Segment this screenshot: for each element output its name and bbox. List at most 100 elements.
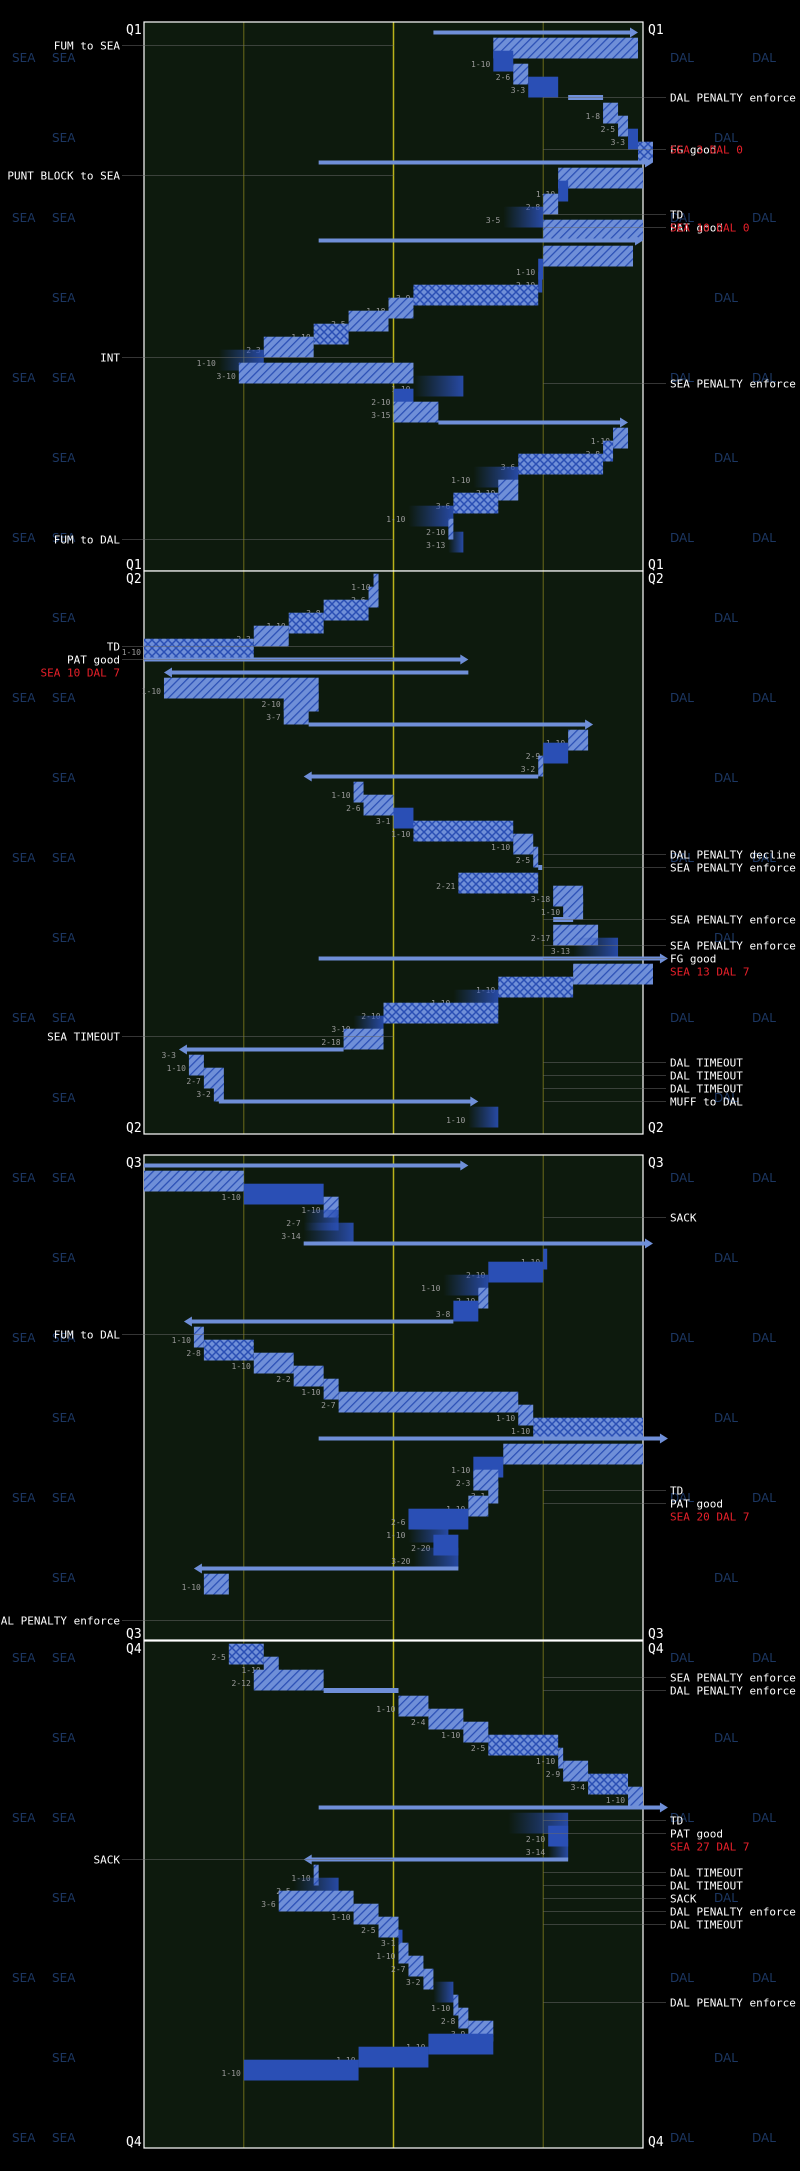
team-watermark: DAL <box>752 1171 776 1185</box>
team-watermark: DAL <box>670 691 694 705</box>
play-bar <box>488 1734 559 1756</box>
play-bar <box>358 2046 429 2068</box>
down-distance-label: 1-10 <box>376 1952 395 1961</box>
down-distance-label: 1-10 <box>386 515 405 524</box>
quarter-label: Q4 <box>126 2135 142 2150</box>
team-watermark: SEA <box>52 1491 76 1505</box>
right-annotation: PAT good <box>670 1828 723 1841</box>
right-annotation: SEA PENALTY enforce <box>670 940 796 953</box>
team-watermark: DAL <box>752 531 776 545</box>
right-annotation: SEA 10 DAL 0 <box>670 222 749 235</box>
down-distance-label: 3-10 <box>217 372 236 381</box>
play-bar <box>263 336 314 358</box>
team-watermark: SEA <box>52 1171 76 1185</box>
play-arrowhead <box>585 719 594 730</box>
right-annotation: SEA PENALTY enforce <box>670 862 796 875</box>
down-distance-label: 2-21 <box>436 882 455 891</box>
down-distance-label: 1-8 <box>586 112 601 121</box>
play-bar <box>573 963 653 985</box>
play-bar <box>408 505 454 527</box>
play-bar <box>393 401 439 423</box>
team-watermark: DAL <box>670 2131 694 2145</box>
quarter-label: Q2 <box>126 572 142 587</box>
team-watermark: SEA <box>52 2051 76 2065</box>
play-bar <box>563 1760 589 1782</box>
team-watermark: DAL <box>714 2051 738 2065</box>
play-bar <box>343 1028 384 1050</box>
down-distance-label: 2-9 <box>546 1770 561 1779</box>
team-watermark: SEA <box>12 1491 36 1505</box>
play-bar <box>144 638 254 660</box>
team-watermark: DAL <box>670 1331 694 1345</box>
down-distance-label: 3-3 <box>611 138 626 147</box>
team-watermark: SEA <box>52 531 76 545</box>
team-watermark: SEA <box>52 1651 76 1665</box>
play-bar <box>163 677 319 699</box>
play-bar <box>638 141 653 163</box>
play-bar <box>323 599 369 621</box>
team-watermark: SEA <box>52 1251 76 1265</box>
down-distance-label: 1-10 <box>496 1414 515 1423</box>
team-watermark: DAL <box>670 1171 694 1185</box>
right-annotation: FG good <box>670 144 716 157</box>
down-distance-label: 1-10 <box>167 1064 186 1073</box>
left-annotation: DAL PENALTY enforce <box>0 1615 120 1628</box>
team-watermark: SEA <box>12 1971 36 1985</box>
right-annotation: DAL PENALTY enforce <box>670 1685 796 1698</box>
quarter-label: Q3 <box>648 1156 664 1171</box>
down-distance-label: 3-2 <box>196 1090 211 1099</box>
play-bar <box>423 1968 434 1990</box>
play-arrowhead <box>659 1802 668 1813</box>
play-bar <box>243 2059 359 2081</box>
down-distance-label: 3-1 <box>376 817 391 826</box>
play-bar <box>368 586 379 608</box>
team-watermark: SEA <box>12 851 36 865</box>
team-watermark: SEA <box>12 211 36 225</box>
down-distance-label: 2-5 <box>471 1744 486 1753</box>
play-bar <box>543 193 559 215</box>
play-bar <box>543 1248 548 1270</box>
play-bar <box>313 1864 319 1886</box>
team-watermark: DAL <box>714 451 738 465</box>
play-bar <box>488 1261 544 1283</box>
play-arrowhead <box>644 1238 653 1249</box>
quarter-label: Q1 <box>126 558 142 573</box>
down-distance-label: 2-10 <box>261 700 280 709</box>
down-distance-label: 1-10 <box>331 791 350 800</box>
play-bar <box>618 115 629 137</box>
play-bar <box>513 63 529 85</box>
team-watermark: DAL <box>670 1491 694 1505</box>
team-watermark: SEA <box>52 1331 76 1345</box>
play-bar <box>428 1708 464 1730</box>
play-bar <box>393 807 414 829</box>
play-bar <box>568 729 589 751</box>
play-bar <box>288 612 324 634</box>
down-distance-label: 1-10 <box>536 1757 555 1766</box>
play-bar <box>493 37 639 59</box>
down-distance-label: 1-10 <box>376 1705 395 1714</box>
down-distance-label: 3-14 <box>281 1232 300 1241</box>
team-watermark: DAL <box>670 211 694 225</box>
play-bar <box>448 518 454 540</box>
right-annotation: DAL TIMEOUT <box>670 1070 743 1083</box>
quarter-label: Q2 <box>648 1121 664 1136</box>
play-bar <box>558 167 643 189</box>
right-annotation: DAL TIMEOUT <box>670 1880 743 1893</box>
team-watermark: SEA <box>52 2131 76 2145</box>
down-distance-label: 2-5 <box>516 856 531 865</box>
play-bar <box>443 1274 489 1296</box>
play-bar <box>458 872 539 894</box>
play-arrowhead <box>620 417 629 428</box>
play-arrowhead <box>659 1433 668 1444</box>
down-distance-label: 1-10 <box>421 1284 440 1293</box>
down-distance-label: 3-3 <box>161 1051 176 1060</box>
play-bar <box>628 128 639 150</box>
team-watermark: SEA <box>52 131 76 145</box>
down-distance-label: 1-10 <box>516 268 535 277</box>
down-distance-label: 3-5 <box>486 216 501 225</box>
down-distance-label: 1-10 <box>471 60 490 69</box>
quarter-q1: Q1Q1Q1Q11-102-63-31-82-53-31-102-83-51-1… <box>7 21 796 573</box>
quarter-label: Q1 <box>648 23 664 38</box>
team-watermark: SEA <box>52 771 76 785</box>
play-bar <box>533 1417 643 1439</box>
